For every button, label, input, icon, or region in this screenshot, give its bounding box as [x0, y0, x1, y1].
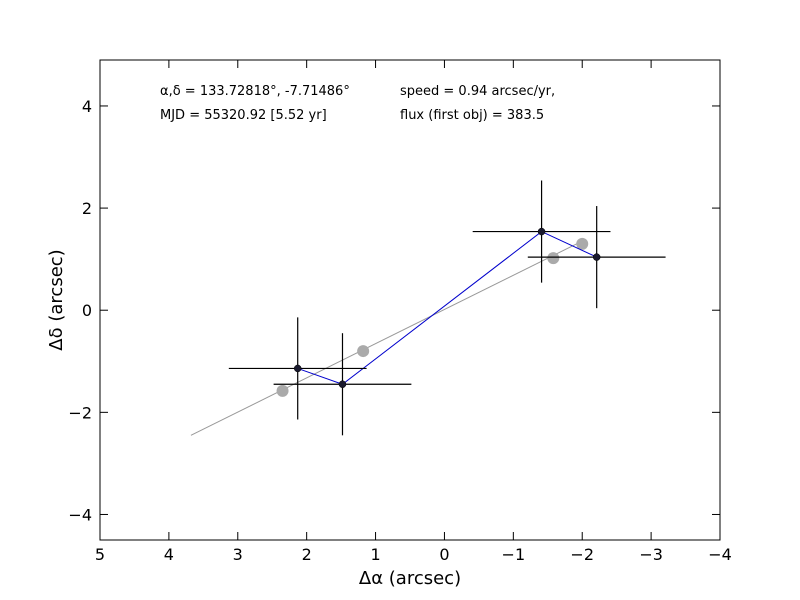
annotation-mjd: MJD = 55320.92 [5.52 yr]	[160, 108, 327, 123]
x-tick-label: −4	[708, 545, 732, 564]
x-tick-label: 2	[302, 545, 312, 564]
x-tick-label: 3	[233, 545, 243, 564]
annotation-radec: α,δ = 133.72818°, -7.71486°	[160, 84, 350, 99]
measured-point	[592, 253, 601, 261]
measured-point	[293, 364, 302, 373]
fit-line	[190, 242, 580, 436]
y-tick-label: 0	[82, 301, 92, 320]
measured-point	[537, 227, 546, 236]
y-tick-label: −2	[68, 403, 92, 422]
x-tick-label: −1	[502, 545, 526, 564]
model-point	[576, 237, 589, 250]
y-tick-label: 2	[82, 199, 92, 218]
x-tick-label: −2	[570, 545, 594, 564]
annotation-speed: speed = 0.94 arcsec/yr,	[400, 84, 555, 99]
chart-marks	[190, 180, 666, 436]
x-axis-label: Δα (arcsec)	[359, 568, 461, 589]
y-tick-label: −4	[68, 505, 92, 524]
model-point	[276, 384, 289, 397]
axis-ticks: 5 4 3 2 1 0 −1 −2 −3 −4 4 2 0 −2 −4	[68, 60, 732, 564]
model-point	[357, 345, 370, 358]
plot-frame	[99, 59, 721, 541]
y-axis-label: Δδ (arcsec)	[46, 249, 67, 350]
model-point	[547, 252, 560, 265]
x-tick-label: 0	[439, 545, 449, 564]
measured-point	[338, 380, 347, 389]
measured-path-line	[297, 230, 597, 385]
x-tick-label: 1	[370, 545, 380, 564]
y-tick-label: 4	[82, 97, 92, 116]
x-tick-label: 5	[95, 545, 105, 564]
x-tick-label: 4	[164, 545, 174, 564]
x-tick-label: −3	[639, 545, 663, 564]
annotation-flux: flux (first obj) = 383.5	[400, 108, 544, 123]
